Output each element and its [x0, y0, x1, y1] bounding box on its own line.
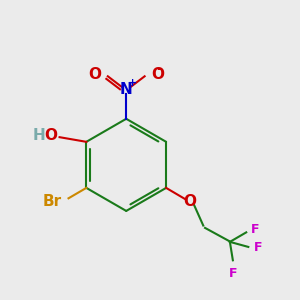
Text: O: O — [88, 67, 102, 82]
Text: F: F — [229, 267, 237, 280]
Text: O: O — [183, 194, 196, 209]
Text: +: + — [128, 78, 137, 88]
Text: O: O — [151, 67, 164, 82]
Text: -: - — [156, 62, 162, 76]
Text: F: F — [254, 241, 262, 254]
Text: H: H — [33, 128, 45, 143]
Text: N: N — [120, 82, 133, 97]
Text: Br: Br — [43, 194, 62, 209]
Text: F: F — [251, 224, 259, 236]
Text: O: O — [44, 128, 57, 143]
